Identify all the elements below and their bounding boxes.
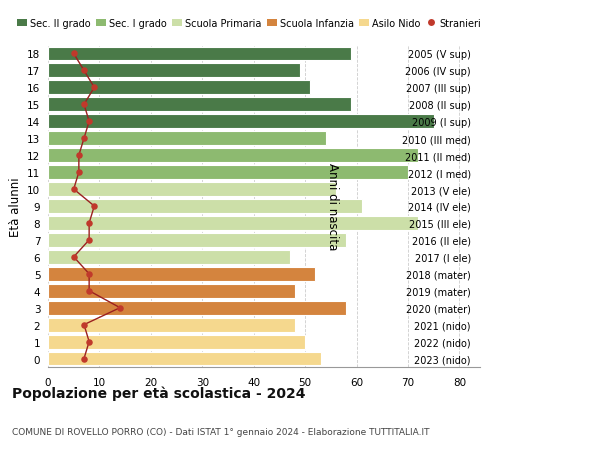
Legend: Sec. II grado, Sec. I grado, Scuola Primaria, Scuola Infanzia, Asilo Nido, Stran: Sec. II grado, Sec. I grado, Scuola Prim…	[17, 19, 481, 28]
Point	[79, 101, 89, 109]
Bar	[48, 352, 320, 366]
Point	[79, 355, 89, 363]
Point	[115, 304, 125, 312]
Bar	[48, 132, 326, 146]
Point	[74, 152, 83, 159]
Point	[85, 118, 94, 126]
Bar	[48, 217, 418, 230]
Bar	[48, 81, 310, 95]
Point	[89, 203, 99, 210]
Bar	[48, 47, 352, 62]
Bar	[48, 284, 295, 298]
Point	[85, 220, 94, 227]
Point	[79, 321, 89, 329]
Bar	[48, 250, 290, 264]
Point	[69, 186, 79, 193]
Point	[79, 135, 89, 143]
Point	[85, 338, 94, 346]
Y-axis label: Anni di nascita: Anni di nascita	[326, 163, 339, 250]
Bar	[48, 115, 434, 129]
Bar	[48, 234, 346, 247]
Point	[85, 287, 94, 295]
Bar	[48, 166, 408, 179]
Bar	[48, 149, 418, 163]
Text: Popolazione per età scolastica - 2024: Popolazione per età scolastica - 2024	[12, 386, 305, 400]
Point	[69, 50, 79, 58]
Point	[69, 254, 79, 261]
Bar	[48, 183, 336, 196]
Point	[89, 84, 99, 92]
Bar	[48, 318, 295, 332]
Bar	[48, 335, 305, 349]
Point	[79, 67, 89, 75]
Point	[85, 270, 94, 278]
Y-axis label: Età alunni: Età alunni	[8, 177, 22, 236]
Bar	[48, 98, 352, 112]
Bar	[48, 267, 316, 281]
Bar	[48, 64, 300, 78]
Point	[85, 237, 94, 244]
Point	[74, 169, 83, 176]
Bar	[48, 200, 362, 213]
Text: COMUNE DI ROVELLO PORRO (CO) - Dati ISTAT 1° gennaio 2024 - Elaborazione TUTTITA: COMUNE DI ROVELLO PORRO (CO) - Dati ISTA…	[12, 427, 430, 436]
Bar	[48, 301, 346, 315]
